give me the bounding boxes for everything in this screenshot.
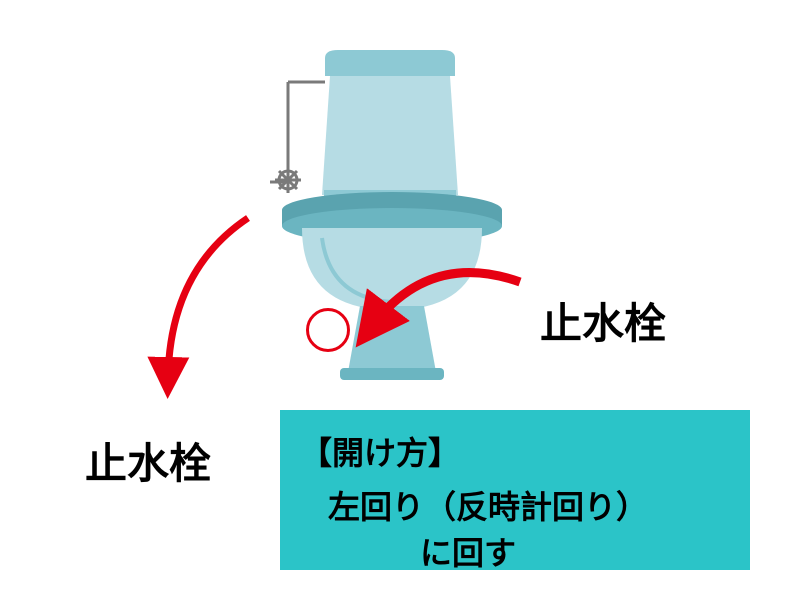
- label-left: 止水栓: [85, 430, 211, 491]
- info-line1: 左回り（反時計回り）: [300, 482, 730, 528]
- valve-marker-circle: [306, 308, 350, 352]
- label-right: 止水栓: [540, 290, 666, 351]
- info-box: 【開け方】 左回り（反時計回り） に回す: [280, 410, 750, 570]
- info-line2: に回す: [300, 528, 730, 574]
- info-title: 【開け方】: [300, 428, 730, 474]
